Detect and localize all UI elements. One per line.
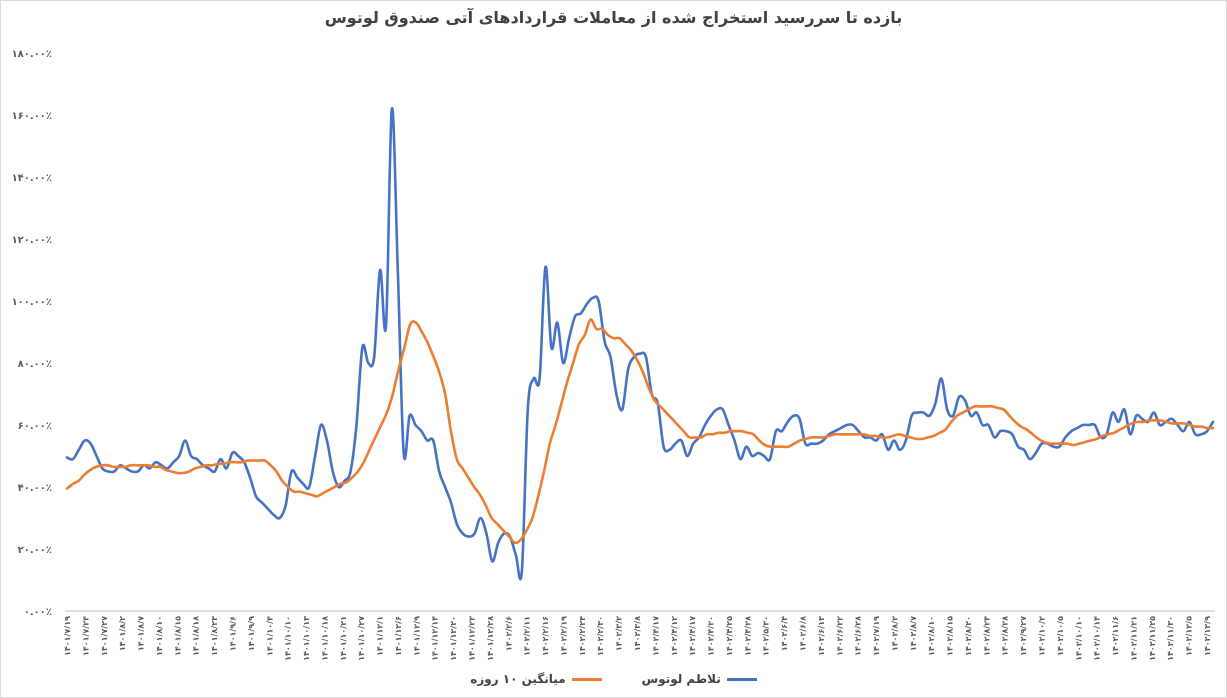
x-tick-label: ۱۴۰۱/۱۲/۶ (394, 616, 403, 656)
series-line-volatility (65, 107, 1215, 581)
y-tick-label: ۱۴۰.۰۰٪ (12, 173, 52, 184)
x-tick-label: ۱۴۰۱/۱۰/۱۸ (320, 616, 329, 661)
x-tick-label: ۱۴۰۲/۳/۲ (615, 616, 624, 651)
y-tick-label: ۱۸۰.۰۰٪ (12, 49, 52, 60)
x-tick-label: ۱۴۰۲/۱۱/۲۵ (1148, 616, 1157, 661)
x-tick-label: ۱۴۰۲/۴/۱۷ (651, 616, 660, 656)
x-tick-label: ۱۴۰۲/۶/۲۲ (835, 616, 844, 656)
x-tick-label: ۱۴۰۱/۱۲/۲۰ (449, 616, 458, 661)
x-tick-label: ۱۴۰۲/۸/۲۰ (964, 616, 973, 656)
legend-label-volatility: تلاطم لوتوس (641, 672, 721, 686)
x-tick-label: ۱۴۰۲/۳/۸ (633, 616, 642, 651)
x-tick-label: ۱۴۰۲/۶/۱۳ (817, 616, 826, 656)
y-tick-label: ۱۶۰.۰۰٪ (12, 111, 52, 122)
x-tick-label: ۱۴۰۱/۷/۲۷ (100, 616, 109, 656)
x-tick-label: ۱۴۰۲/۶/۸ (798, 616, 807, 651)
y-tick-label: ۱۰۰.۰۰٪ (12, 297, 52, 308)
series-lines (65, 107, 1215, 581)
x-tick-label: ۱۴۰۲/۲/۶ (504, 616, 513, 651)
x-tick-label: ۱۴۰۱/۱۲/۲۳ (468, 616, 477, 661)
x-tick-label: ۱۴۰۲/۲/۲۴ (578, 616, 587, 656)
x-tick-label: ۱۴۰۱/۸/۷ (137, 616, 146, 651)
x-tick-label: ۱۴۰۲/۱۱/۶ (1111, 616, 1120, 656)
x-tick-label: ۱۴۰۱/۸/۲ (118, 616, 127, 651)
x-tick-label: ۱۴۰۲/۴/۲۵ (725, 616, 734, 656)
legend-swatch-moving-average (571, 677, 602, 681)
x-tick-label: ۱۴۰۲/۲/۳۰ (596, 616, 605, 656)
x-tick-label: ۱۴۰۲/۴/۲۰ (707, 616, 716, 656)
x-tick-label: ۱۴۰۲/۲/۱۶ (541, 616, 550, 656)
x-axis-tick-labels: ۱۴۰۱/۷/۱۹ ۱۴۰۱/۷/۲۴ ۱۴۰۱/۷/۲۷ ۱۴۰۱/۸/۲ ۱۴۰۱/… (63, 616, 1212, 661)
legend-item-volatility: تلاطم لوتوس (642, 672, 757, 686)
x-tick-label: ۱۴۰۱/۷/۲۴ (81, 616, 90, 656)
x-tick-label: ۱۴۰۱/۷/۱۹ (63, 616, 72, 656)
x-tick-label: ۱۴۰۲/۸/۱۵ (946, 616, 955, 656)
x-tick-label: ۱۴۰۱/۱۲/۲۸ (486, 616, 495, 661)
legend-label-moving-average: میانگین ۱۰ روزه (470, 672, 566, 686)
x-tick-label: ۱۴۰۲/۴/۱۲ (670, 616, 679, 656)
series-line-moving-average (65, 318, 1215, 545)
x-tick-label: ۱۴۰۲/۱۰/۱۰ (1074, 616, 1083, 661)
x-tick-label: ۱۴۰۲/۱۱/۳۰ (1166, 616, 1175, 661)
x-tick-label: ۱۴۰۱/۱۰/۲۷ (357, 616, 366, 661)
x-tick-label: ۱۴۰۲/۲/۱۱ (523, 616, 532, 656)
y-tick-label: ۲۰.۰۰٪ (18, 545, 52, 556)
x-tick-label: ۱۴۰۱/۹/۶ (228, 616, 237, 651)
x-tick-label: ۱۴۰۲/۶/۲۸ (854, 616, 863, 656)
x-tick-label: ۱۴۰۱/۸/۱۵ (173, 616, 182, 656)
x-tick-label: ۱۴۰۲/۸/۷ (909, 616, 918, 651)
x-tick-label: ۱۴۰۲/۵/۳۰ (762, 616, 771, 656)
x-tick-label: ۱۴۰۲/۱۰/۱۴ (1093, 616, 1102, 661)
x-tick-label: ۱۴۰۱/۱۰/۴ (265, 616, 274, 656)
x-tick-label: ۱۴۰۱/۱۲/۱۴ (431, 616, 440, 661)
x-tick-label: ۱۴۰۲/۹/۲۷ (1019, 616, 1028, 656)
x-tick-label: ۱۴۰۲/۱۱/۲۱ (1129, 616, 1138, 661)
x-tick-label: ۱۴۰۱/۸/۱۰ (155, 616, 164, 656)
x-tick-label: ۱۴۰۱/۱۰/۱۳ (302, 616, 311, 661)
x-tick-label: ۱۴۰۲/۱۲/۵ (1185, 616, 1194, 656)
y-tick-label: ۶۰.۰۰٪ (18, 421, 52, 432)
x-tick-label: ۱۴۰۲/۸/۱۰ (927, 616, 936, 656)
x-tick-label: ۱۴۰۲/۱۰/۵ (1056, 616, 1065, 656)
x-tick-label: ۱۴۰۱/۱۰/۱۰ (284, 616, 293, 661)
y-tick-label: ۸۰.۰۰٪ (18, 359, 52, 370)
x-tick-label: ۱۴۰۲/۶/۴ (780, 616, 789, 651)
x-tick-label: ۱۴۰۲/۸/۲۸ (1001, 616, 1010, 656)
legend-swatch-volatility (726, 677, 757, 681)
x-tick-label: ۱۴۰۲/۲/۱۹ (559, 616, 568, 656)
x-tick-label: ۱۴۰۱/۹/۹ (247, 616, 256, 651)
x-tick-label: ۱۴۰۲/۴/۲۸ (743, 616, 752, 656)
y-tick-label: ۰.۰۰٪ (24, 607, 52, 618)
x-tick-label: ۱۴۰۱/۱۲/۹ (412, 616, 421, 656)
x-tick-label: ۱۴۰۱/۱۰/۲۱ (339, 616, 348, 661)
x-tick-label: ۱۴۰۲/۱۰/۲ (1038, 616, 1047, 656)
y-tick-label: ۴۰.۰۰٪ (18, 483, 52, 494)
x-tick-label: ۱۴۰۲/۸/۲۴ (982, 616, 991, 656)
chart-title: بازده تا سررسید استخراج شده از معاملات ق… (324, 8, 903, 27)
x-tick-label: ۱۴۰۱/۸/۲۳ (210, 616, 219, 656)
y-tick-label: ۱۲۰.۰۰٪ (12, 235, 52, 246)
legend-item-moving-average: میانگین ۱۰ روزه (470, 672, 602, 686)
x-tick-label: ۱۴۰۱/۸/۱۸ (192, 616, 201, 656)
x-tick-label: ۱۴۰۲/۸/۲ (890, 616, 899, 651)
x-tick-label: ۱۴۰۲/۱۲/۹ (1203, 616, 1212, 656)
y-axis-tick-labels: ۰.۰۰٪ ۲۰.۰۰٪ ۴۰.۰۰٪ ۶۰.۰۰٪ ۸۰.۰۰٪ ۱۰۰.۰۰٪ ۱۲۰.… (12, 49, 52, 618)
x-tick-label: ۱۴۰۱/۱۲/۱ (376, 616, 385, 656)
x-tick-label: ۱۴۰۲/۷/۱۹ (872, 616, 881, 656)
legend: تلاطم لوتوس میانگین ۱۰ روزه (0, 672, 1227, 686)
x-tick-label: ۱۴۰۲/۴/۱۷ (688, 616, 697, 656)
